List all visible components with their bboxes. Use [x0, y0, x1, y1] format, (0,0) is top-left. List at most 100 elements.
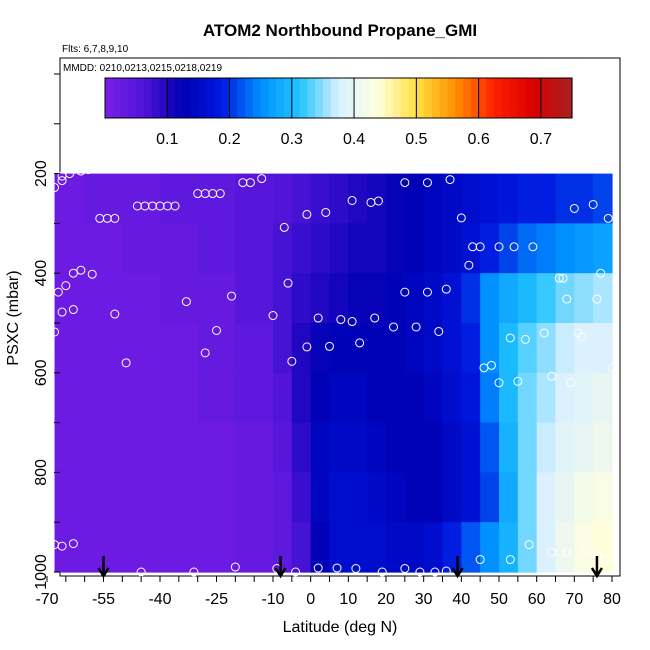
heatmap-cell: [386, 323, 406, 374]
heatmap-cell: [235, 372, 274, 424]
observation-point: [607, 363, 617, 373]
observation-point: [61, 281, 71, 291]
colorbar-segment: [284, 78, 293, 118]
heatmap-cell: [197, 522, 236, 573]
observation-point: [351, 564, 361, 574]
colorbar-segment: [159, 78, 168, 118]
heatmap-cell: [329, 323, 349, 374]
observation-point: [566, 378, 576, 388]
observation-point: [68, 268, 78, 278]
heatmap-cell: [517, 223, 538, 274]
heatmap-cell: [348, 223, 368, 274]
heatmap-cell: [329, 173, 349, 224]
heatmap-cell: [386, 223, 406, 274]
heatmap-cell: [536, 223, 557, 274]
heatmap-cell: [160, 323, 199, 374]
observation-point: [68, 305, 78, 315]
heatmap-cell: [423, 273, 444, 324]
heatmap-cell: [54, 522, 86, 573]
heatmap-cell: [348, 173, 368, 224]
y-tick-label: 200: [33, 160, 50, 187]
x-tick-label: -25: [205, 591, 228, 608]
colorbar-tick-label: 0.7: [530, 131, 552, 148]
heatmap-cell: [197, 223, 236, 274]
heatmap-cell: [291, 372, 312, 424]
heatmap-cell: [160, 522, 199, 573]
heatmap-cell: [593, 472, 613, 523]
observation-point: [588, 199, 598, 209]
heatmap-cell: [197, 422, 236, 473]
heatmap-cell: [423, 422, 444, 473]
observation-point: [547, 547, 557, 557]
heatmap-cell: [310, 372, 331, 424]
heatmap-cell: [574, 372, 594, 424]
observation-point: [87, 269, 97, 279]
observation-point: [283, 278, 293, 288]
heatmap-cell: [122, 472, 161, 523]
heatmap-cell: [593, 372, 613, 424]
observation-point: [76, 265, 86, 275]
colorbar-segment: [237, 78, 246, 118]
observation-point: [57, 541, 67, 551]
observation-point: [389, 322, 399, 332]
colorbar-tick-label: 0.5: [405, 131, 427, 148]
heatmap-cell: [54, 372, 86, 424]
heatmap-cell: [291, 273, 312, 324]
observation-point: [313, 563, 323, 573]
colorbar: [105, 78, 573, 118]
heatmap-cell: [235, 273, 274, 324]
heatmap-cell: [593, 173, 613, 224]
heatmap-cell: [404, 223, 425, 274]
heatmap-cell: [461, 422, 481, 473]
heatmap-cell: [461, 472, 481, 523]
x-tick-label: 10: [339, 591, 357, 608]
x-tick-label: 20: [377, 591, 395, 608]
heatmap-cell: [461, 273, 481, 324]
observation-point: [603, 213, 613, 223]
colorbar-segment: [369, 78, 379, 118]
heatmap-cell: [54, 323, 86, 374]
heatmap-cell: [386, 472, 406, 523]
observation-point: [441, 566, 451, 576]
heatmap-cell: [442, 173, 462, 224]
heatmap-cell: [54, 472, 86, 523]
heatmap-cell: [367, 273, 387, 324]
colorbar-segment: [245, 78, 254, 118]
heatmap-cell: [499, 522, 519, 573]
colorbar-segment: [213, 78, 223, 118]
observation-point: [562, 547, 572, 557]
heatmap-cell: [291, 323, 312, 374]
heatmap-cell: [122, 422, 161, 473]
observation-point: [121, 358, 131, 368]
colorbar-segment: [206, 78, 215, 118]
colorbar-segment: [229, 78, 238, 118]
observation-point: [377, 567, 387, 577]
heatmap-cell: [536, 173, 557, 224]
observation-point: [355, 338, 365, 348]
heatmap-cell: [593, 323, 613, 374]
observation-point: [336, 315, 346, 325]
x-tick-label: 50: [490, 591, 508, 608]
x-tick-label: -70: [35, 591, 58, 608]
colorbar-segment: [517, 78, 526, 118]
colorbar-tick-label: 0.2: [218, 131, 240, 148]
heatmap-cell: [593, 223, 613, 274]
heatmap-cell: [404, 522, 425, 573]
observation-point: [475, 555, 485, 565]
heatmap-cell: [555, 223, 575, 274]
heatmap-cell: [197, 372, 236, 424]
x-tick-label: -55: [92, 591, 115, 608]
heatmap-cell: [442, 422, 462, 473]
colorbar-segment: [385, 78, 394, 118]
observation-point: [332, 563, 342, 573]
heatmap-cell: [122, 223, 161, 274]
heatmap-cell: [517, 273, 538, 324]
observation-point: [577, 332, 587, 342]
observation-point: [445, 175, 455, 185]
heatmap-cell: [54, 273, 86, 324]
heatmap-cell: [291, 173, 312, 224]
observation-point: [528, 242, 538, 252]
heatmap-cell: [480, 472, 500, 523]
colorbar-segment: [260, 78, 270, 118]
